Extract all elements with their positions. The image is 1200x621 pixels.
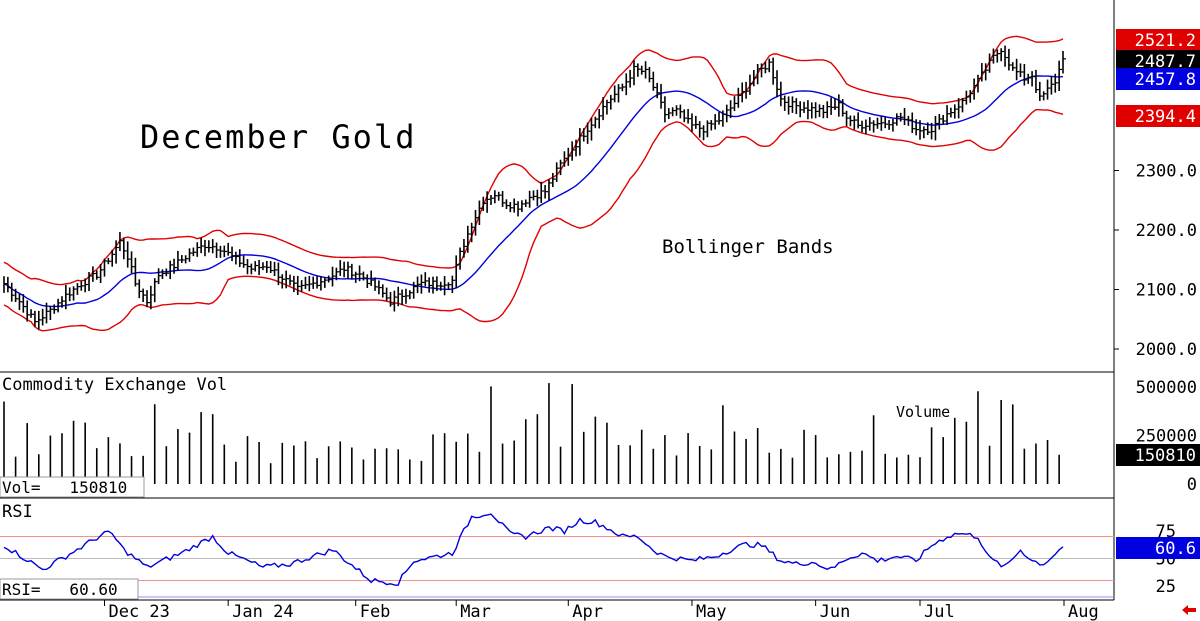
x-axis-label: Feb	[360, 602, 391, 621]
volume-badge: 150810	[1116, 444, 1200, 466]
rsi-panel	[0, 513, 1114, 598]
x-axis-label: Jan 24	[232, 602, 293, 621]
price-panel	[3, 35, 1066, 332]
rsi-panel-title: RSI	[2, 502, 33, 522]
rsi-readout-box	[0, 578, 139, 600]
lower-band-badge: 2394.4	[1116, 105, 1200, 127]
x-axis-label: Aug	[1068, 602, 1099, 621]
svg-text:150810: 150810	[1135, 446, 1196, 466]
price-axis-label: 2300.0	[1136, 162, 1197, 182]
upper-bollinger-band	[3, 35, 1064, 286]
x-axis-label: Jun	[820, 602, 851, 621]
svg-text:60.6: 60.6	[1155, 539, 1196, 559]
x-axis-label: Jul	[924, 602, 955, 621]
rsi-readout: RSI= 60.60	[2, 580, 118, 599]
lower-bollinger-band	[3, 109, 1064, 332]
volume-readout: Vol= 150810	[2, 478, 127, 497]
price-axis-label: 2000.0	[1136, 340, 1197, 360]
scroll-left-arrow-icon[interactable]	[1181, 604, 1197, 616]
svg-text:2394.4: 2394.4	[1135, 107, 1196, 127]
chart-frame	[0, 0, 1115, 601]
svg-text:2457.8: 2457.8	[1135, 70, 1196, 90]
bollinger-bands-label: Bollinger Bands	[662, 236, 834, 258]
bollinger-band-lines	[3, 35, 1064, 332]
volume-axis-label: 500000	[1136, 378, 1197, 398]
svg-text:2521.2: 2521.2	[1135, 31, 1196, 51]
rsi-badge: 60.6	[1116, 537, 1200, 559]
price-axis-label: 2200.0	[1136, 221, 1197, 241]
x-axis-label: May	[696, 602, 727, 621]
svg-text:2487.7: 2487.7	[1135, 52, 1196, 72]
x-axis-label: Dec 23	[108, 602, 169, 621]
volume-axis-label: 0	[1187, 475, 1197, 495]
volume-label: Volume	[896, 403, 950, 421]
rsi-line	[3, 513, 1064, 587]
rsi-axis-label: 25	[1156, 577, 1176, 597]
x-axis-label: Mar	[460, 602, 491, 621]
volume-panel	[3, 383, 1060, 484]
middle-band-badge: 2457.8	[1116, 68, 1200, 90]
price-axis-label: 2100.0	[1136, 281, 1197, 301]
last-price-badge: 2487.7	[1116, 50, 1200, 72]
price-bars	[3, 45, 1066, 330]
chart-title: December Gold	[140, 118, 416, 156]
moving-average-line	[3, 75, 1064, 308]
upper-band-badge: 2521.2	[1116, 29, 1200, 51]
volume-axis-label: 250000	[1136, 427, 1197, 447]
volume-readout-box	[0, 476, 145, 498]
axis-labels: 2000.02100.02200.02300.00250000500000255…	[103, 162, 1197, 621]
volume-panel-title: Commodity Exchange Vol	[2, 375, 227, 395]
x-axis-label: Apr	[572, 602, 603, 621]
